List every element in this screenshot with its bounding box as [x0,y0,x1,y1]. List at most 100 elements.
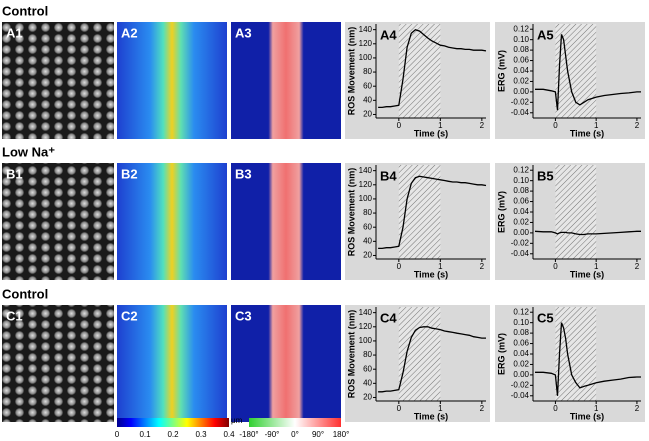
y-tick-label: 0.04 [513,66,529,75]
panel-label: B4 [380,168,397,183]
y-tick-label: 0.04 [513,349,529,358]
y-tick-label: 80 [363,208,372,217]
x-tick-label: 1 [594,404,599,413]
data-line [378,326,486,393]
x-tick-label: 2 [635,262,640,271]
x-tick-label: 0 [553,404,558,413]
image-panel [2,163,114,280]
y-tick-label: -0.02 [511,238,530,247]
y-axis-label: ERG (mV) [496,50,506,92]
y-tick-label: 0.12 [513,24,529,33]
y-tick-label: 100 [359,53,373,62]
y-tick-label: 0.08 [513,186,529,195]
y-tick-label: 40 [363,236,372,245]
y-tick-label: 80 [363,67,372,76]
colorbar-tick-label: 180° [333,430,350,439]
colorbar-unit: μm [231,416,243,425]
colorbar-tick-label: 0.4 [223,430,235,439]
x-tick-label: 0 [397,121,402,130]
row-title: Low Na⁺ [2,144,55,159]
colorbar [117,418,229,427]
y-tick-label: 0.06 [513,56,529,65]
data-line [535,322,641,396]
y-tick-label: 0.12 [513,307,529,316]
panel-label: B3 [235,166,252,181]
x-tick-label: 0 [397,262,402,271]
x-tick-label: 1 [438,262,443,271]
colorbar-tick-label: 0° [291,430,299,439]
colorbar-tick-label: -180° [239,430,258,439]
x-axis-label: Time (s) [414,128,448,138]
image-panel [117,163,227,280]
panel-label: C2 [121,308,138,323]
x-tick-label: 2 [480,262,485,271]
row-title: Control [2,286,48,301]
x-tick-label: 2 [635,121,640,130]
panel-label: C4 [380,310,397,325]
y-tick-label: 0.02 [513,218,529,227]
y-tick-label: 20 [363,393,372,402]
y-tick-label: 0.10 [513,176,529,185]
x-tick-label: 0 [397,404,402,413]
x-tick-label: 2 [480,404,485,413]
panel-label: B2 [121,166,138,181]
x-tick-label: 2 [635,404,640,413]
panel-label: C1 [6,308,23,323]
x-tick-label: 2 [480,121,485,130]
data-line [378,28,487,109]
stimulus-shade [398,307,441,401]
x-tick-label: 1 [594,121,599,130]
data-line [534,230,641,236]
stimulus-shade [555,165,597,259]
y-tick-label: 40 [363,95,372,104]
y-tick-label: -0.04 [511,391,530,400]
image-panel [231,305,341,422]
y-tick-label: 0.10 [513,35,529,44]
colorbar-tick-label: 90° [312,430,324,439]
y-tick-label: 0.08 [513,45,529,54]
y-tick-label: 60 [363,364,372,373]
image-panel [231,163,341,280]
x-axis-label: Time (s) [570,411,604,421]
x-axis-label: Time (s) [570,128,604,138]
panel-label: B5 [537,168,554,183]
colorbar-tick-label: -90° [265,430,280,439]
y-tick-label: 60 [363,222,372,231]
y-tick-label: 120 [359,39,373,48]
data-line [535,34,641,111]
y-tick-label: 0.10 [513,318,529,327]
x-tick-label: 1 [594,262,599,271]
y-tick-label: 60 [363,81,372,90]
x-tick-label: 1 [438,121,443,130]
y-tick-label: 20 [363,110,372,119]
y-tick-label: 100 [359,194,373,203]
image-panel [2,22,114,139]
y-tick-label: 20 [363,251,372,260]
panel-label: A1 [6,25,23,40]
y-tick-label: 0.12 [513,165,529,174]
y-tick-label: 140 [359,25,373,34]
y-tick-label: -0.02 [511,380,530,389]
y-tick-label: -0.04 [511,108,530,117]
colorbar-tick-label: 0.3 [195,430,207,439]
panel-label: A3 [235,25,252,40]
image-panel [117,305,227,422]
y-axis-label: ROS Movement (nm) [346,310,356,399]
y-tick-label: -0.04 [511,249,530,258]
image-panel [2,305,114,422]
colorbar-tick-label: 0 [115,430,120,439]
y-tick-label: 0.00 [513,228,529,237]
y-axis-label: ROS Movement (nm) [346,27,356,116]
y-tick-label: -0.02 [511,97,530,106]
y-tick-label: 80 [363,350,372,359]
y-axis-label: ERG (mV) [496,191,506,233]
y-tick-label: 0.06 [513,197,529,206]
x-tick-label: 1 [438,404,443,413]
x-axis-label: Time (s) [570,269,604,279]
y-tick-label: 120 [359,180,373,189]
y-tick-label: 140 [359,166,373,175]
x-axis-label: Time (s) [414,269,448,279]
y-axis-label: ROS Movement (nm) [346,168,356,257]
image-panel [117,22,227,139]
panel-label: A2 [121,25,138,40]
